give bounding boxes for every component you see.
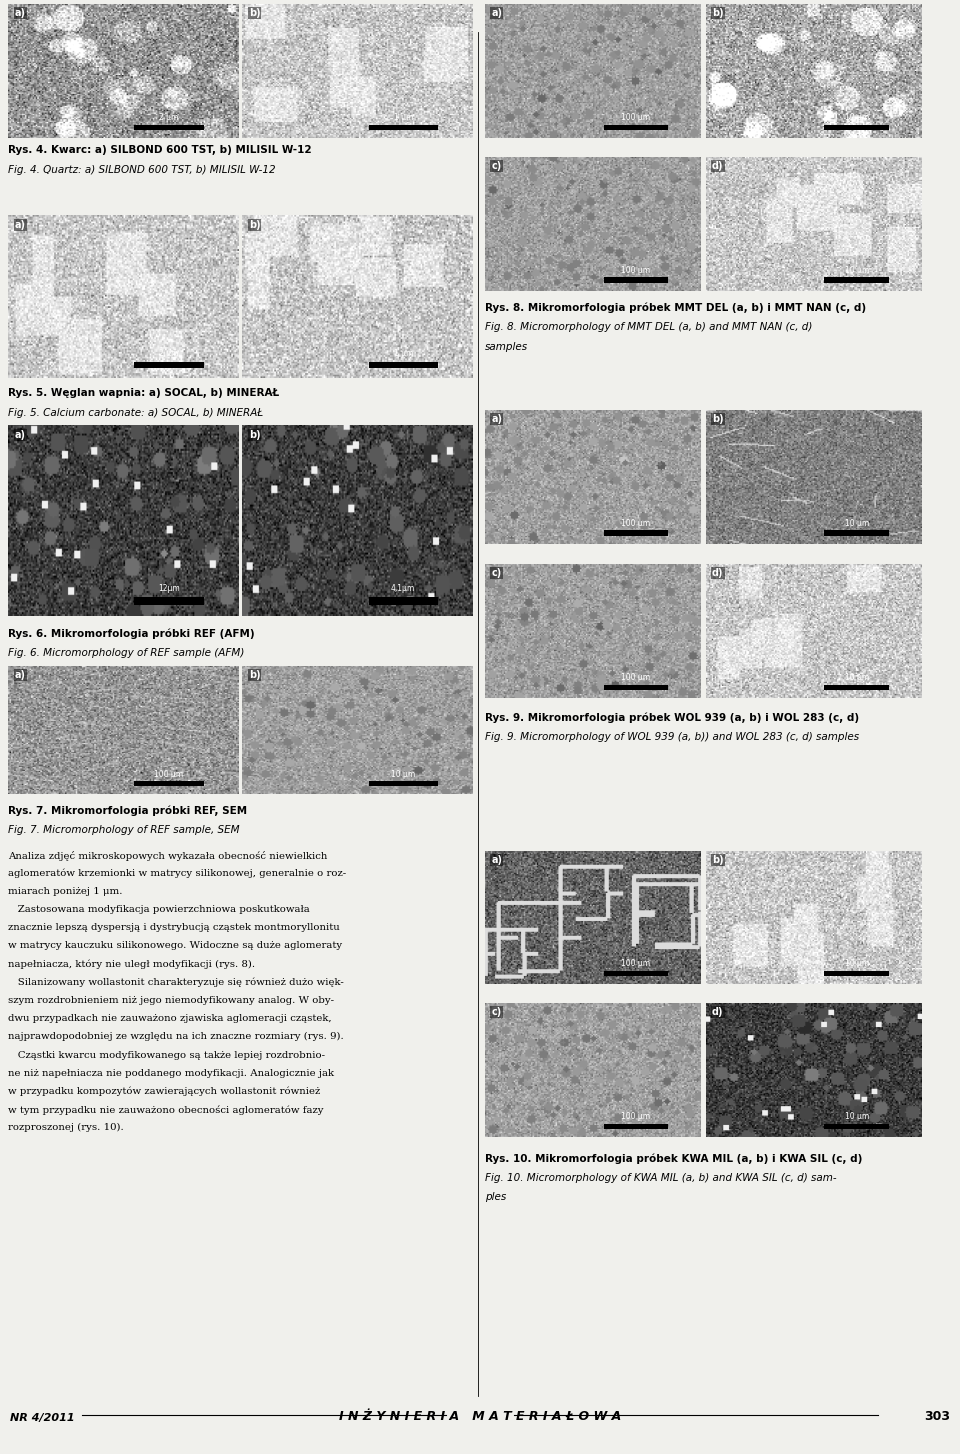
Bar: [369, 362, 438, 368]
Text: w tym przypadku nie zauważono obecności aglomeratów fazy: w tym przypadku nie zauważono obecności …: [8, 1105, 324, 1115]
Text: c): c): [492, 1008, 501, 1018]
Text: 100 μm: 100 μm: [621, 266, 651, 275]
Text: 100 μm: 100 μm: [621, 960, 651, 968]
Text: ne niż napełniacza nie poddanego modyfikacji. Analogicznie jak: ne niż napełniacza nie poddanego modyfik…: [8, 1069, 334, 1077]
Bar: [369, 781, 438, 787]
Bar: [369, 125, 438, 129]
Text: 10 μm: 10 μm: [391, 769, 416, 778]
Text: w przypadku kompozytów zawierających wollastonit również: w przypadku kompozytów zawierających wol…: [8, 1086, 320, 1096]
Text: Zastosowana modyfikacja powierzchniowa poskutkowała: Zastosowana modyfikacja powierzchniowa p…: [8, 904, 309, 915]
Text: 10 μm: 10 μm: [845, 113, 869, 122]
Text: b): b): [712, 9, 724, 19]
Text: I N Ż Y N I E R I A   M A T E R I A Ł O W A: I N Ż Y N I E R I A M A T E R I A Ł O W …: [339, 1410, 621, 1423]
Bar: [825, 125, 889, 129]
Text: b): b): [249, 9, 260, 19]
Text: d): d): [712, 1008, 724, 1018]
Text: d): d): [712, 161, 724, 172]
Text: 10 μm: 10 μm: [845, 960, 869, 968]
Text: Fig. 5. Calcium carbonate: a) SOCAL, b) MINERAŁ: Fig. 5. Calcium carbonate: a) SOCAL, b) …: [8, 407, 263, 417]
Text: rozproszonej (rys. 10).: rozproszonej (rys. 10).: [8, 1122, 124, 1133]
Bar: [604, 278, 668, 282]
Text: a): a): [492, 414, 502, 425]
Text: Rys. 9. Mikromorfologia próbek WOL 939 (a, b) i WOL 283 (c, d): Rys. 9. Mikromorfologia próbek WOL 939 (…: [485, 712, 859, 723]
Bar: [825, 531, 889, 535]
Text: 12μm: 12μm: [158, 585, 180, 593]
Bar: [604, 1124, 668, 1128]
Text: d): d): [712, 569, 724, 579]
Bar: [134, 125, 204, 129]
Text: Fig. 6. Micromorphology of REF sample (AFM): Fig. 6. Micromorphology of REF sample (A…: [8, 647, 244, 657]
Text: 4,1μm: 4,1μm: [391, 585, 416, 593]
Text: 1 μm: 1 μm: [394, 349, 413, 359]
Text: Fig. 7. Micromorphology of REF sample, SEM: Fig. 7. Micromorphology of REF sample, S…: [8, 826, 239, 835]
Text: a): a): [14, 9, 26, 19]
Text: 100 μm: 100 μm: [621, 673, 651, 682]
Bar: [604, 125, 668, 129]
Text: Fig. 8. Micromorphology of MMT DEL (a, b) and MMT NAN (c, d): Fig. 8. Micromorphology of MMT DEL (a, b…: [485, 321, 812, 332]
Text: 1 μm: 1 μm: [394, 113, 413, 122]
Text: 2 μm: 2 μm: [159, 113, 179, 122]
Bar: [134, 598, 204, 605]
Text: Silanizowany wollastonit charakteryzuje się również dużo więk-: Silanizowany wollastonit charakteryzuje …: [8, 977, 344, 987]
Text: a): a): [492, 9, 502, 19]
Text: Fig. 9. Micromorphology of WOL 939 (a, b)) and WOL 283 (c, d) samples: Fig. 9. Micromorphology of WOL 939 (a, b…: [485, 733, 859, 742]
Text: w matrycy kauczuku silikonowego. Widoczne są duże aglomeraty: w matrycy kauczuku silikonowego. Widoczn…: [8, 942, 342, 951]
Bar: [134, 781, 204, 787]
Text: 303: 303: [924, 1410, 950, 1423]
Text: NR 4/2011: NR 4/2011: [10, 1413, 74, 1423]
Text: b): b): [249, 430, 260, 441]
Text: napełniacza, który nie uległ modyfikacji (rys. 8).: napełniacza, który nie uległ modyfikacji…: [8, 960, 254, 970]
Text: Rys. 4. Kwarc: a) SILBOND 600 TST, b) MILISIL W-12: Rys. 4. Kwarc: a) SILBOND 600 TST, b) MI…: [8, 145, 311, 156]
Text: 10 μm: 10 μm: [845, 1112, 869, 1121]
Text: dwu przypadkach nie zauważono zjawiska aglomeracji cząstek,: dwu przypadkach nie zauważono zjawiska a…: [8, 1015, 331, 1024]
Text: znacznie lepszą dyspersją i dystrybucją cząstek montmoryllonitu: znacznie lepszą dyspersją i dystrybucją …: [8, 923, 340, 932]
Bar: [825, 971, 889, 976]
Text: 100 μm: 100 μm: [621, 113, 651, 122]
Text: 10 μm: 10 μm: [845, 519, 869, 528]
Text: ples: ples: [485, 1192, 506, 1202]
Text: aglomeratów krzemionki w matrycy silikonowej, generalnie o roz-: aglomeratów krzemionki w matrycy silikon…: [8, 868, 346, 878]
Text: a): a): [14, 220, 26, 230]
Text: b): b): [712, 414, 724, 425]
Text: b): b): [249, 670, 260, 680]
Text: a): a): [14, 670, 26, 680]
Bar: [825, 1124, 889, 1128]
Bar: [134, 362, 204, 368]
Text: szym rozdrobnieniem niż jego niemodyfikowany analog. W oby-: szym rozdrobnieniem niż jego niemodyfiko…: [8, 996, 334, 1005]
Text: Rys. 10. Mikromorfologia próbek KWA MIL (a, b) i KWA SIL (c, d): Rys. 10. Mikromorfologia próbek KWA MIL …: [485, 1153, 862, 1163]
Text: b): b): [249, 220, 260, 230]
Text: Cząstki kwarcu modyfikowanego są także lepiej rozdrobnio-: Cząstki kwarcu modyfikowanego są także l…: [8, 1050, 324, 1060]
Text: miarach poniżej 1 μm.: miarach poniżej 1 μm.: [8, 887, 122, 896]
Text: 100 μm: 100 μm: [155, 769, 183, 778]
Bar: [604, 971, 668, 976]
Text: najprawdopodobniej ze względu na ich znaczne rozmiary (rys. 9).: najprawdopodobniej ze względu na ich zna…: [8, 1032, 344, 1041]
Text: Rys. 5. Węglan wapnia: a) SOCAL, b) MINERAŁ: Rys. 5. Węglan wapnia: a) SOCAL, b) MINE…: [8, 388, 278, 398]
Text: 100 μm: 100 μm: [621, 519, 651, 528]
Text: a): a): [492, 855, 502, 865]
Text: Rys. 6. Mikromorfologia próbki REF (AFM): Rys. 6. Mikromorfologia próbki REF (AFM): [8, 628, 254, 638]
Bar: [604, 531, 668, 535]
Text: 100 μm: 100 μm: [621, 1112, 651, 1121]
Text: Analiza zdjęć mikroskopowych wykazała obecność niewielkich: Analiza zdjęć mikroskopowych wykazała ob…: [8, 851, 327, 861]
Text: Fig. 4. Quartz: a) SILBOND 600 TST, b) MILISIL W-12: Fig. 4. Quartz: a) SILBOND 600 TST, b) M…: [8, 164, 276, 174]
Text: Fig. 10. Micromorphology of KWA MIL (a, b) and KWA SIL (c, d) sam-: Fig. 10. Micromorphology of KWA MIL (a, …: [485, 1172, 836, 1182]
Bar: [825, 278, 889, 282]
Bar: [604, 685, 668, 689]
Text: Rys. 7. Mikromorfologia próbki REF, SEM: Rys. 7. Mikromorfologia próbki REF, SEM: [8, 806, 247, 816]
Bar: [369, 598, 438, 605]
Text: c): c): [492, 569, 501, 579]
Text: 10 μm: 10 μm: [845, 266, 869, 275]
Bar: [825, 685, 889, 689]
Text: a): a): [14, 430, 26, 441]
Text: 10 μm: 10 μm: [845, 673, 869, 682]
Text: 2 μm: 2 μm: [159, 349, 179, 359]
Text: b): b): [712, 855, 724, 865]
Text: c): c): [492, 161, 501, 172]
Text: Rys. 8. Mikromorfologia próbek MMT DEL (a, b) i MMT NAN (c, d): Rys. 8. Mikromorfologia próbek MMT DEL (…: [485, 302, 866, 313]
Text: samples: samples: [485, 342, 528, 352]
